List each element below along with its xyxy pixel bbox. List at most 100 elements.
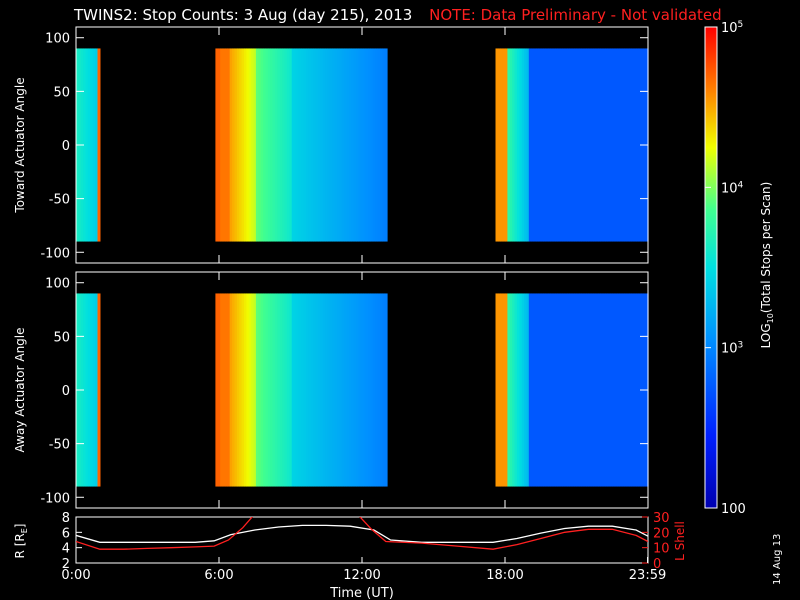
- heatmap-column: [598, 48, 601, 242]
- datestamp: 14 Aug 13: [772, 533, 783, 585]
- heatmap-column: [621, 48, 625, 242]
- heatmap-column: [384, 293, 388, 487]
- heatmap-column: [368, 48, 371, 242]
- heatmap-column: [344, 293, 348, 487]
- heatmap-column: [612, 48, 616, 242]
- heatmap-column: [265, 48, 269, 242]
- heatmap-column: [239, 48, 243, 242]
- heatmap-column: [372, 293, 376, 487]
- heatmap-column: [538, 293, 542, 487]
- heatmap-column: [229, 293, 233, 487]
- heatmap-column: [327, 48, 331, 242]
- heatmap-column: [315, 293, 319, 487]
- y-tick-label: 50: [53, 85, 70, 100]
- heatmap-column: [87, 293, 91, 487]
- heatmap-column: [313, 48, 317, 242]
- heatmap-column: [552, 293, 556, 487]
- heatmap-column: [557, 48, 561, 242]
- heatmap-column: [241, 293, 245, 487]
- heatmap-column: [222, 48, 226, 242]
- heatmap-column: [636, 48, 640, 242]
- heatmap-column: [337, 293, 340, 487]
- y-tick-label: 0: [62, 384, 70, 399]
- heatmap-column: [370, 48, 374, 242]
- heatmap-column: [234, 293, 238, 487]
- heatmap-column: [590, 293, 594, 487]
- heatmap-column: [633, 293, 637, 487]
- heatmap-column: [225, 293, 228, 487]
- heatmap-column: [593, 48, 597, 242]
- y-tick-label: 0: [62, 139, 70, 154]
- heatmap-column: [612, 293, 616, 487]
- r-tick-label: 4: [62, 542, 70, 557]
- heatmap-column: [495, 48, 499, 242]
- title-main: TWINS2: Stop Counts: 3 Aug (day 215), 20…: [74, 6, 413, 24]
- heatmap-column: [509, 293, 513, 487]
- orbit-lines: [76, 517, 648, 550]
- heatmap-column: [277, 48, 281, 242]
- y-tick-label: -50: [49, 438, 70, 453]
- heatmap-column: [255, 293, 259, 487]
- heatmap-column: [588, 293, 592, 487]
- heatmap-column: [574, 293, 578, 487]
- heatmap-column: [614, 48, 618, 242]
- heatmap-column: [567, 48, 570, 242]
- heatmap-column: [495, 293, 499, 487]
- heatmap-column: [614, 293, 618, 487]
- heatmap-column: [528, 293, 532, 487]
- heatmap-column: [310, 293, 314, 487]
- heatmap-column: [298, 48, 302, 242]
- time-tick-label: 6:00: [204, 568, 233, 583]
- heatmap-column: [255, 48, 259, 242]
- heatmap-column: [512, 293, 516, 487]
- heatmap-column: [320, 293, 324, 487]
- heatmap-column: [516, 48, 520, 242]
- away-heatmap: [76, 293, 649, 487]
- heatmap-column: [353, 293, 357, 487]
- heatmap-column: [289, 293, 293, 487]
- heatmap-column: [234, 48, 238, 242]
- heatmap-column: [217, 293, 221, 487]
- heatmap-column: [605, 48, 609, 242]
- heatmap-column: [502, 293, 506, 487]
- colorbar-tick-label: 105: [721, 20, 743, 36]
- heatmap-column: [628, 293, 632, 487]
- heatmap-column: [329, 293, 333, 487]
- heatmap-column: [531, 48, 535, 242]
- heatmap-column: [334, 293, 338, 487]
- heatmap-column: [315, 48, 319, 242]
- heatmap-column: [571, 48, 575, 242]
- heatmap-column: [564, 293, 568, 487]
- r-tick-label: 2: [62, 557, 70, 572]
- heatmap-column: [379, 293, 383, 487]
- heatmap-column: [377, 293, 381, 487]
- heatmap-column: [325, 293, 329, 487]
- heatmap-column: [277, 293, 281, 487]
- heatmap-column: [294, 293, 298, 487]
- heatmap-column: [329, 48, 333, 242]
- heatmap-column: [241, 48, 245, 242]
- lshell-axis-label: L Shell: [673, 521, 687, 561]
- heatmap-column: [360, 293, 364, 487]
- heatmap-column: [543, 293, 547, 487]
- heatmap-column: [217, 48, 221, 242]
- heatmap-column: [246, 293, 250, 487]
- heatmap-column: [505, 48, 508, 242]
- heatmap-column: [225, 48, 228, 242]
- heatmap-column: [586, 293, 589, 487]
- heatmap-column: [609, 48, 613, 242]
- heatmap-column: [607, 48, 611, 242]
- heatmap-column: [507, 48, 511, 242]
- heatmap-column: [602, 293, 606, 487]
- heatmap-column: [533, 48, 537, 242]
- heatmap-column: [92, 293, 96, 487]
- colorbar-tick-label: 103: [721, 341, 743, 357]
- r-tick-label: 8: [62, 511, 70, 526]
- heatmap-column: [337, 48, 340, 242]
- heatmap-column: [332, 48, 336, 242]
- heatmap-column: [583, 293, 587, 487]
- heatmap-column: [372, 48, 376, 242]
- heatmap-column: [550, 293, 554, 487]
- heatmap-column: [543, 48, 547, 242]
- heatmap-column: [306, 293, 309, 487]
